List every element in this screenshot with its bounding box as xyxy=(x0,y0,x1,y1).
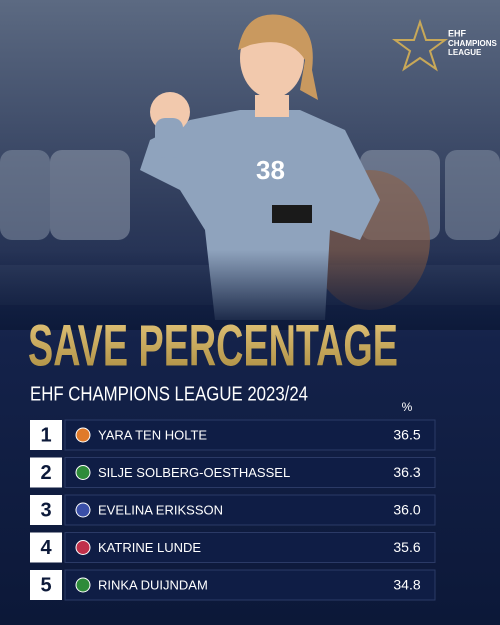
jersey-number: 38 xyxy=(256,155,285,185)
rank-box xyxy=(30,420,62,450)
column-header: % xyxy=(402,400,413,414)
player: 38 xyxy=(0,14,500,330)
ranking-table: 1 YARA TEN HOLTE 36.5 2 SILJE SOLBERG-OESTHA… xyxy=(30,419,436,601)
subtitle: EHF CHAMPIONS LEAGUE 2023/24 xyxy=(30,383,308,405)
logo-name: LEAGUE xyxy=(448,48,482,57)
title: SAVE PERCENTAGE xyxy=(28,313,398,378)
rank: 4 xyxy=(40,537,52,559)
row-bar xyxy=(64,532,436,563)
player-name: KATRINE LUNDE xyxy=(98,540,201,555)
logo-name: CHAMPIONS xyxy=(448,39,498,48)
player-name: EVELINA ERIKSSON xyxy=(98,502,223,517)
club-icon xyxy=(75,502,91,518)
rank: 3 xyxy=(40,499,51,521)
logo-brand: EHF xyxy=(448,28,467,38)
club-icon xyxy=(75,427,91,443)
save-percentage: 34.8 xyxy=(393,577,420,593)
club-icon xyxy=(75,465,91,480)
row-bar xyxy=(64,457,436,488)
club-icon xyxy=(75,577,91,593)
player-name: SILJE SOLBERG-OESTHASSEL xyxy=(98,465,290,480)
rank-box xyxy=(30,457,62,488)
save-percentage: 35.6 xyxy=(393,539,420,555)
save-percentage: 36.5 xyxy=(393,427,420,443)
rank-box xyxy=(30,570,62,600)
rank-box xyxy=(30,532,62,563)
row-bar xyxy=(64,494,436,526)
rank: 2 xyxy=(40,462,51,484)
save-percentage: 36.0 xyxy=(393,502,420,518)
rank: 5 xyxy=(40,574,51,596)
player-name: RINKA DUIJNDAM xyxy=(98,577,208,592)
player-name: YARA TEN HOLTE xyxy=(98,427,207,442)
rank-box xyxy=(30,495,62,525)
club-icon xyxy=(75,540,91,555)
row-bar xyxy=(64,569,436,601)
logo: EHF CHAMPIONS LEAGUE xyxy=(391,18,498,72)
rank: 1 xyxy=(40,424,51,446)
row-bar xyxy=(64,419,436,451)
save-percentage: 36.3 xyxy=(393,464,420,480)
